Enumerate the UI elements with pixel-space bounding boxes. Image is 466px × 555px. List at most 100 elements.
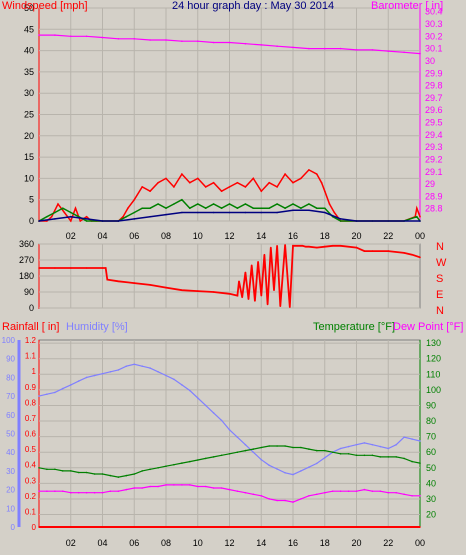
temp-series-point [157, 371, 159, 373]
direction-series-point [263, 253, 266, 256]
wind-series-point [38, 34, 40, 36]
rain-tick-label: 0.7 [25, 414, 37, 423]
x-tick-label: 00 [415, 538, 425, 548]
temp-series-point [363, 454, 366, 457]
temp-series-point [46, 393, 48, 396]
wind-series-point [300, 207, 302, 209]
temp-series-point [355, 454, 358, 457]
temp-series-point [355, 443, 358, 446]
humidity-tick-label: 20 [6, 486, 15, 495]
temp-series-point [189, 460, 191, 463]
temp-series-point [347, 445, 350, 448]
temp-series-point [125, 365, 128, 368]
wind-series-point [212, 181, 215, 184]
temp-series-point [419, 462, 421, 464]
wind-tick-label: 15 [24, 152, 34, 162]
wind-series-point [276, 186, 278, 188]
wind-series-point [300, 177, 302, 180]
temp-series-point [363, 488, 366, 491]
wind-tick-label: 20 [24, 131, 34, 141]
temp-series-point [268, 498, 271, 500]
temp-series-point [38, 490, 40, 493]
x-tick-label: 08 [161, 538, 171, 548]
temp-series-point [292, 446, 294, 449]
wind-series-point [79, 220, 82, 222]
direction-grid [39, 243, 420, 309]
wind-series-point [276, 45, 278, 47]
humidity-tick-label: 0 [11, 523, 16, 532]
wind-series-point [308, 169, 310, 171]
temp-series-point [316, 493, 318, 496]
direction-series-point [254, 300, 256, 302]
temp-series-point [316, 449, 318, 452]
temp-series-point [101, 491, 104, 494]
temp-series-point [347, 453, 350, 455]
humidity-tick-label: 90 [6, 355, 15, 364]
wind-series-point [212, 41, 215, 44]
temp-series-point [308, 448, 310, 450]
rain-tick-label: 0.8 [25, 398, 37, 407]
wind-series-point [157, 203, 159, 205]
direction-series-point [228, 293, 231, 295]
temp-series-point [228, 453, 231, 455]
wind-series-point [292, 203, 294, 205]
temp-series-point [133, 363, 136, 366]
wind-series-point [276, 211, 278, 214]
wind-series-point [122, 215, 124, 218]
humidity-tick-label: 30 [6, 467, 15, 476]
baro-tick-label: 29.9 [425, 68, 443, 78]
wind-series-point [125, 215, 128, 218]
wind-tick-label: 10 [24, 173, 34, 183]
temp-series-point [268, 445, 271, 447]
direction-series-point [181, 289, 183, 292]
direction-series-point [270, 246, 272, 249]
temp-series-point [212, 412, 215, 414]
wind-tick-label: 5 [29, 195, 34, 205]
wind-series-point [228, 186, 231, 188]
direction-series-point [363, 250, 366, 252]
wind-series-point [228, 203, 231, 205]
wind-tick-label: 0 [29, 216, 34, 226]
wind-series-point [197, 211, 199, 214]
temp-series-point [324, 457, 326, 459]
wind-series-point [292, 181, 294, 184]
x-tick-label: 22 [383, 538, 393, 548]
wind-series-point [403, 51, 405, 54]
temp-series-point [260, 495, 263, 497]
wind-series-point [416, 207, 418, 209]
wind-series-point [244, 186, 247, 188]
temp-series-point [38, 395, 40, 397]
wind-series-point [316, 173, 318, 175]
x-tick-label: 18 [320, 538, 330, 548]
temp-series-point [403, 436, 405, 439]
temp-series-point [149, 485, 151, 488]
temp-series-point [236, 490, 239, 493]
wind-series-point [70, 211, 72, 214]
wind-series-point [54, 34, 56, 36]
humidity-tick-label: 80 [6, 373, 15, 382]
temp-tick-label: 80 [426, 416, 436, 426]
wind-series-point [101, 36, 104, 39]
temp-series-point [117, 369, 120, 371]
wind-series-point [149, 215, 151, 218]
wind-series-point [54, 218, 56, 220]
wind-series-point [339, 218, 342, 220]
wind-series-point [324, 211, 326, 214]
wind-series-point [38, 220, 40, 222]
wind-series-point [157, 181, 159, 184]
baro-tick-label: 29.4 [425, 130, 443, 140]
direction-series-point [371, 250, 374, 252]
wind-tick-label: 45 [24, 24, 34, 34]
wind-series-point [308, 203, 310, 205]
rain-tick-label: 0.9 [25, 383, 37, 392]
direction-series-point [297, 245, 299, 247]
temp-series-point [173, 463, 175, 466]
temp-tick-label: 60 [426, 447, 436, 457]
direction-series-point [331, 245, 334, 247]
wind-series-point [46, 215, 48, 218]
direction-series-point [247, 298, 250, 300]
temp-series-point [244, 443, 247, 446]
wind-series-point [85, 215, 88, 218]
temp-series-point [93, 374, 96, 377]
